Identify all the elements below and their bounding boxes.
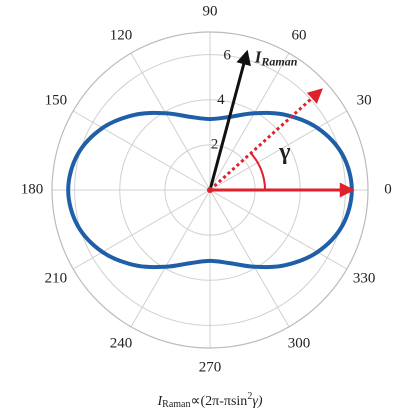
angle-arc [250,152,266,191]
angle-tick-label: 60 [292,27,307,43]
grid-spoke [72,110,211,191]
grid-spoke [130,189,211,328]
angle-tick-label: 0 [384,181,392,197]
grid-spoke [209,189,348,270]
angle-tick-label: 330 [353,270,376,286]
angle-tick-label: 270 [199,359,222,375]
arrow-label-sub: Raman [260,54,297,68]
angle-tick-label: 30 [357,92,372,108]
grid-spoke [130,52,211,191]
caption-formula: ∝(2π-πsin [191,394,248,409]
caption-superscript: 2 [247,391,252,402]
grid-spoke [209,189,290,328]
angle-tick-label: 150 [45,92,68,108]
angle-tick-label: 120 [110,27,133,43]
r-tick-label: 2 [211,137,219,153]
angle-tick-label: 210 [45,270,68,286]
caption-subscript: Raman [162,399,190,410]
arrow [208,88,323,192]
grid-spoke [72,189,211,270]
caption: IRaman∝(2π-πsin2γ) [157,391,263,410]
angle-tick-label: 90 [203,3,218,19]
caption-end: γ) [252,394,263,409]
grid-spoke [209,52,290,191]
r-tick-label: 6 [223,47,231,63]
arrow [208,49,251,191]
polar-curve [66,110,354,270]
angle-tick-label: 240 [110,336,133,352]
origin [207,187,213,193]
r-tick-label: 4 [217,92,225,108]
grid-spoke [209,110,348,191]
caption-symbol: I [157,394,164,409]
angle-tick-label: 300 [288,336,311,352]
angle-symbol: γ [278,139,290,165]
arrow-label: IRaman [254,48,298,69]
angle-tick-label: 180 [21,181,44,197]
outer-ring [51,31,369,349]
arrow-label-main: I [254,48,263,67]
